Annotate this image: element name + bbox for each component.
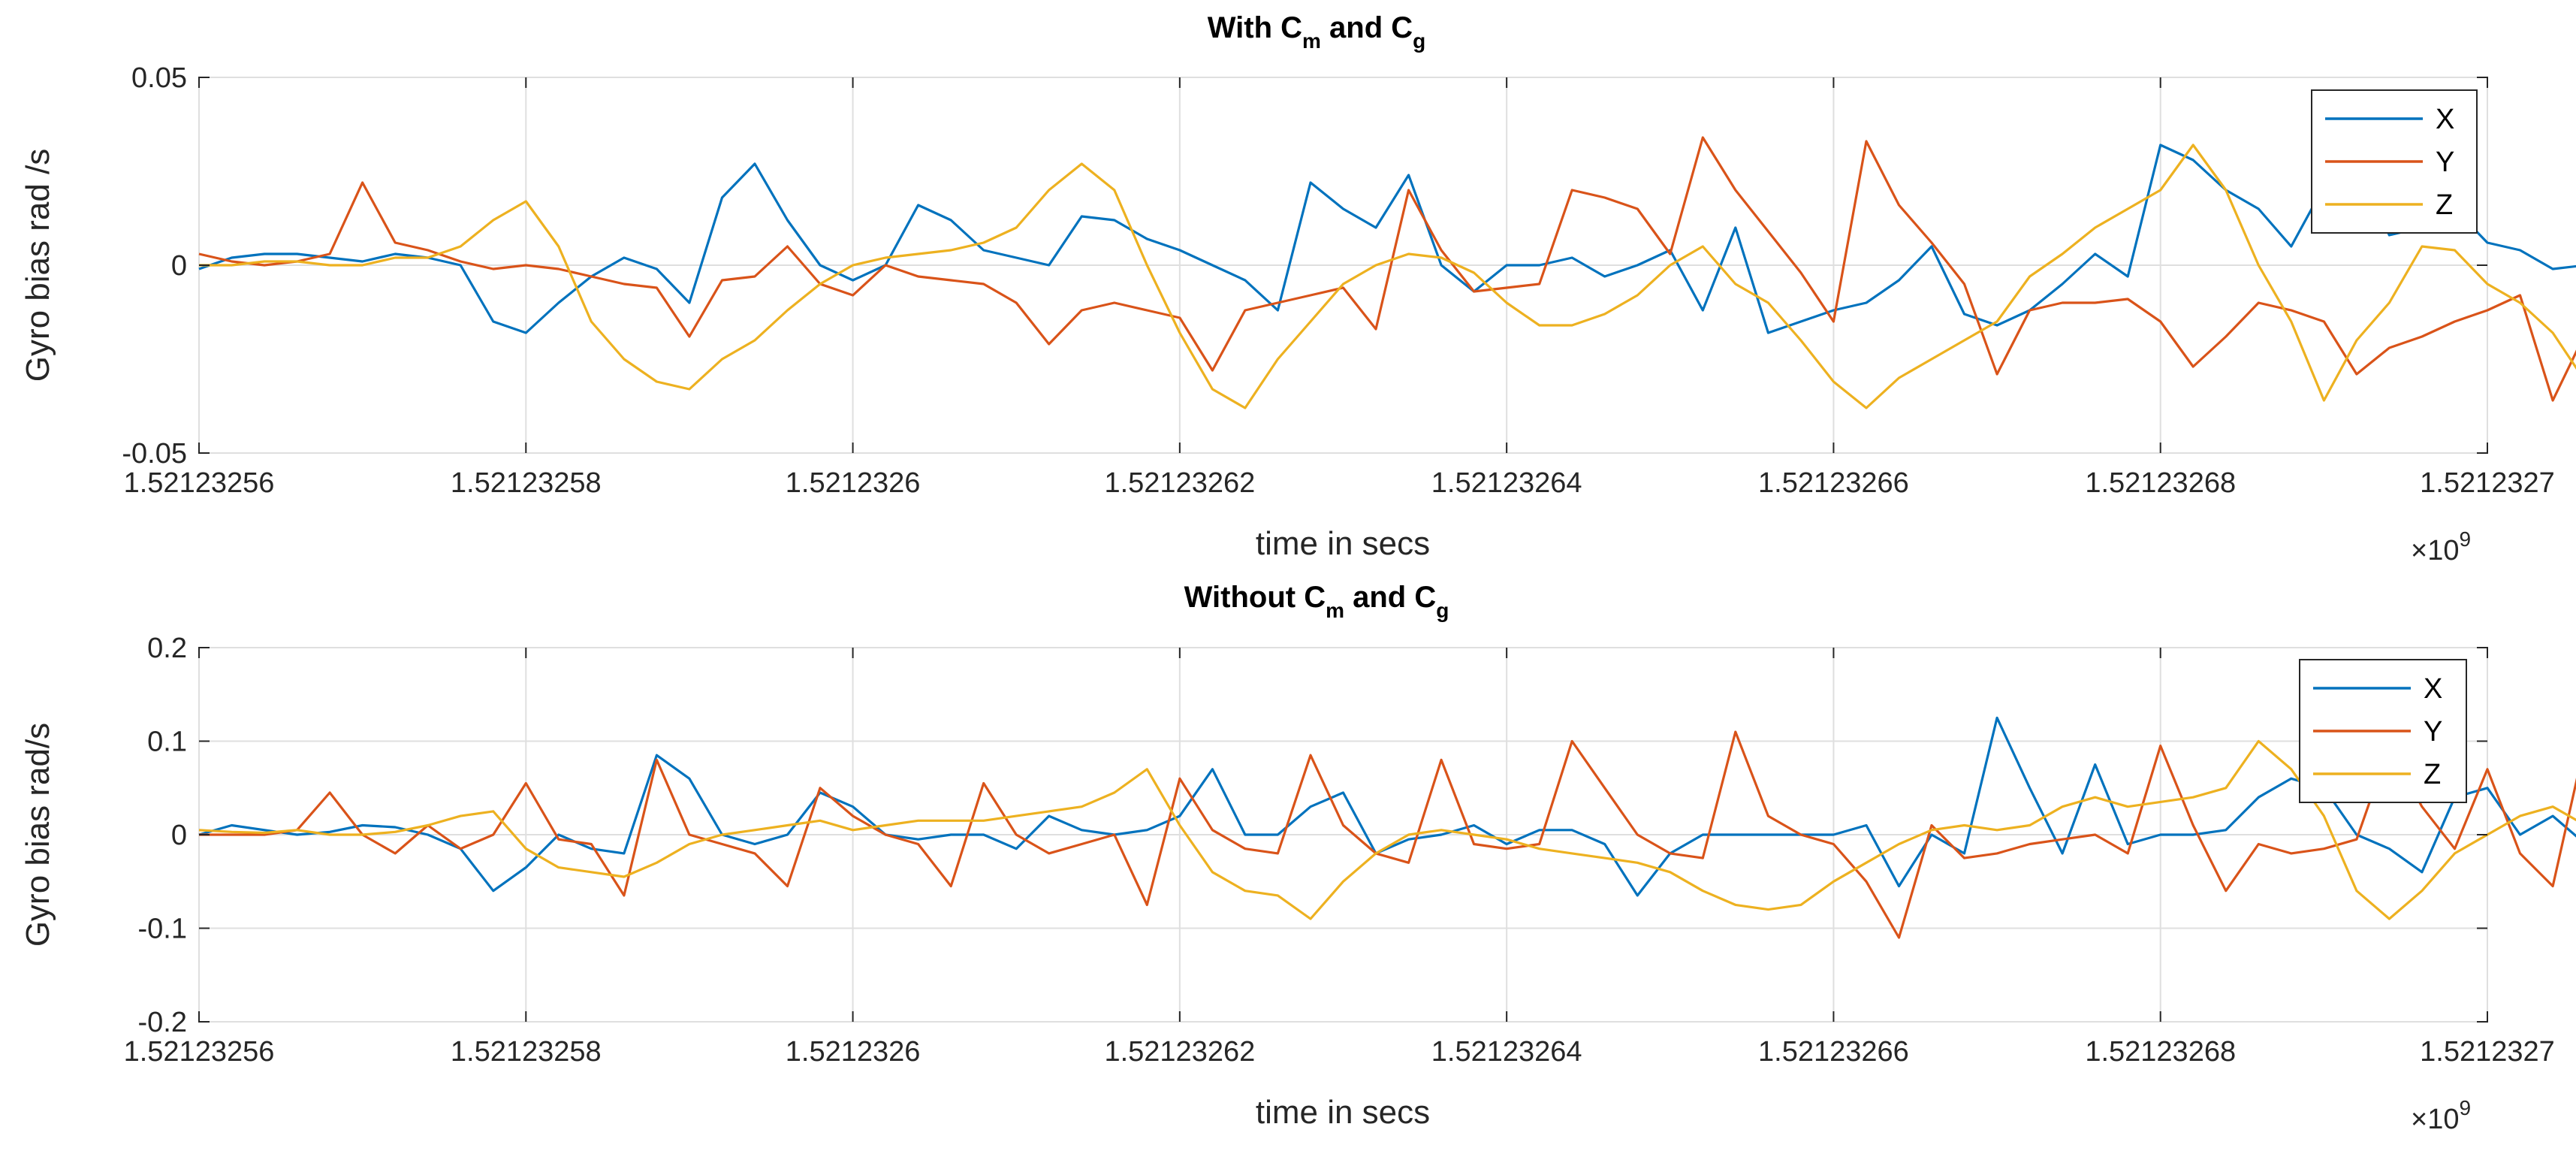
x-tick-label-top: 1.52123262 [1104,467,1255,499]
x-tick-label-bottom: 1.52123264 [1431,1036,1582,1068]
series-line-z-top [199,143,2576,409]
legend-top: XYZ [2311,89,2478,234]
legend-label-z-bottom: Z [2424,759,2441,790]
series-lines-bottom [198,716,2576,939]
legend-bottom: XYZ [2299,659,2467,803]
x-exponent-label-bottom: ×109 [2411,1096,2471,1135]
grid-top [198,77,2488,454]
x-tick-label-bottom: 1.52123256 [124,1036,275,1068]
series-line-x-top [198,143,2576,334]
x-ticks-top: 1.52123256 1.52123258 1.5212326 1.52123262 1… [124,77,2555,499]
y-tick-label-bottom: 0 [171,820,187,851]
x-tick-label-top: 1.5212326 [786,467,921,499]
x-tick-label-bottom: 1.5212327 [2420,1036,2555,1068]
legend-label-y-bottom: Y [2424,716,2442,748]
x-tick-label-bottom: 1.5212326 [786,1036,921,1068]
y-tick-label-top: 0.05 [131,62,187,94]
y-tick-label-top: -0.05 [122,438,187,470]
y-tick-label-bottom: -0.1 [138,914,187,945]
subplot-bottom: 1.52123256 1.52123258 1.5212326 1.52123262 1… [20,581,2576,1135]
legend-label-x-top: X [2436,104,2454,135]
x-tick-label-bottom: 1.52123266 [1758,1036,1909,1068]
x-axis-label-bottom: time in secs [1256,1094,1430,1131]
y-axis-label-top: Gyro bias rad /s [20,149,56,382]
y-axis-label-bottom: Gyro bias rad/s [20,723,56,947]
x-tick-label-top: 1.5212327 [2420,467,2555,499]
chart-title-top: With Cm and Cg [1208,11,1426,53]
series-line-y-top [198,136,2576,402]
legend-label-y-top: Y [2436,147,2454,178]
x-tick-label-bottom: 1.52123268 [2085,1036,2236,1068]
x-exponent-label-top: ×109 [2411,527,2471,566]
x-tick-label-top: 1.52123266 [1758,467,1909,499]
subplot-top: 1.52123256 1.52123258 1.5212326 1.52123262 1… [20,11,2576,566]
y-ticks-top: -0.05 0 0.05 [122,62,2487,470]
x-tick-label-bottom: 1.52123262 [1104,1036,1255,1068]
series-line-x-bottom [198,716,2576,897]
series-line-y-bottom [199,730,2576,939]
series-lines-top [198,136,2576,409]
legend-label-x-bottom: X [2424,673,2442,705]
x-tick-label-top: 1.52123264 [1431,467,1582,499]
x-tick-label-top: 1.52123256 [124,467,275,499]
y-tick-label-bottom: 0.1 [147,727,187,758]
chart-title-bottom: Without Cm and Cg [1184,581,1449,622]
y-tick-label-bottom: -0.2 [138,1007,187,1038]
y-tick-label-top: 0 [171,250,187,282]
y-tick-label-bottom: 0.2 [147,633,187,664]
x-ticks-bottom: 1.52123256 1.52123258 1.5212326 1.52123262 1… [124,648,2555,1068]
series-line-z-bottom [198,739,2576,920]
y-ticks-bottom: -0.2 -0.1 0 0.1 0.2 [138,633,2487,1038]
legend-label-z-top: Z [2436,189,2453,221]
x-tick-label-top: 1.52123258 [451,467,602,499]
x-tick-label-bottom: 1.52123258 [451,1036,602,1068]
x-axis-label-top: time in secs [1256,525,1430,562]
x-tick-label-top: 1.52123268 [2085,467,2236,499]
